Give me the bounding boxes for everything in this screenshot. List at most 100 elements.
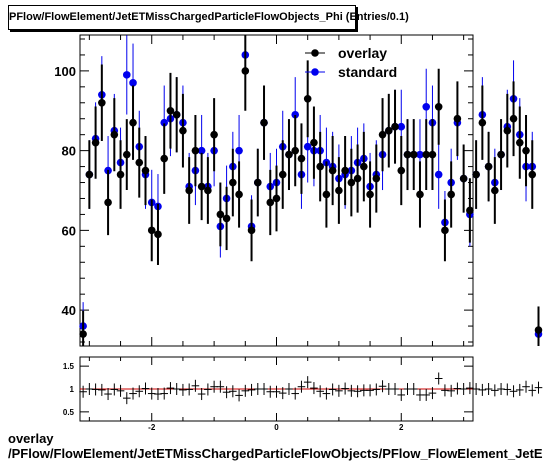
overlay-point	[122, 150, 131, 159]
standard-point	[235, 146, 243, 155]
overlay-point	[204, 186, 212, 195]
legend-overlay-label: overlay	[338, 45, 387, 61]
standard-point	[303, 142, 312, 151]
overlay-point	[328, 166, 337, 175]
overlay-point	[135, 158, 144, 167]
overlay-point	[191, 146, 200, 155]
overlay-point	[197, 182, 206, 191]
overlay-point	[459, 174, 468, 183]
ratio-x-tick-label: 2	[399, 423, 404, 432]
overlay-point	[478, 118, 487, 127]
overlay-point	[384, 126, 393, 135]
overlay-point	[341, 166, 349, 175]
standard-point	[122, 71, 131, 79]
overlay-point	[222, 214, 231, 223]
overlay-point	[378, 130, 387, 139]
overlay-point	[409, 150, 418, 159]
overlay-point	[310, 138, 318, 147]
standard-point	[197, 146, 206, 155]
overlay-point	[528, 170, 537, 179]
overlay-point	[397, 166, 406, 175]
standard-point	[416, 150, 424, 159]
overlay-point	[391, 122, 399, 131]
overlay-point	[316, 162, 324, 171]
legend-overlay-marker	[311, 49, 319, 57]
overlay-point	[472, 170, 480, 179]
overlay-point	[185, 186, 193, 195]
overlay-point	[366, 190, 374, 199]
legend-standard-marker	[311, 68, 319, 76]
ratio-y-tick-label: 1.5	[63, 362, 75, 371]
overlay-point	[428, 150, 437, 159]
ratio-x-tick-label: 0	[274, 423, 279, 432]
overlay-point	[509, 114, 518, 123]
overlay-point	[216, 210, 225, 219]
overlay-point	[247, 226, 256, 235]
overlay-point	[253, 178, 262, 187]
overlay-point	[110, 130, 119, 139]
overlay-point	[522, 146, 530, 155]
overlay-point	[453, 114, 462, 123]
y-tick-label: 100	[54, 64, 76, 79]
footer-path: /PFlow/FlowElement/JetETMissChargedParti…	[8, 446, 543, 461]
overlay-point	[179, 126, 187, 135]
main-data-marks	[79, 35, 543, 346]
overlay-point	[98, 98, 106, 107]
standard-point	[160, 118, 169, 127]
overlay-point	[422, 150, 431, 159]
overlay-point	[129, 118, 137, 127]
ratio-data-marks	[79, 372, 543, 405]
overlay-point	[116, 170, 125, 179]
overlay-point	[79, 330, 87, 338]
overlay-point	[303, 94, 312, 103]
overlay-point	[515, 138, 524, 147]
overlay-point	[484, 162, 493, 171]
overlay-point	[335, 186, 343, 195]
overlay-point	[534, 326, 543, 334]
overlay-point	[166, 106, 175, 115]
ratio-y-tick-label: 1	[70, 385, 75, 394]
overlay-point	[466, 206, 474, 215]
overlay-point	[278, 170, 287, 179]
main-axes: 40 60 80 100	[54, 35, 473, 346]
plot-title-box: PFlow/FlowElement/JetETMissChargedPartic…	[8, 5, 409, 30]
overlay-point	[160, 154, 169, 163]
plot-title: PFlow/FlowElement/JetETMissChargedPartic…	[9, 11, 409, 23]
overlay-point	[297, 154, 306, 163]
overlay-point	[416, 190, 424, 199]
overlay-point	[260, 118, 268, 127]
overlay-point	[434, 102, 443, 111]
overlay-point	[372, 174, 381, 183]
overlay-point	[85, 170, 94, 179]
y-tick-label: 60	[62, 223, 76, 238]
overlay-point	[353, 174, 362, 183]
standard-point	[291, 110, 300, 119]
standard-point	[397, 122, 406, 131]
overlay-point	[347, 178, 356, 187]
overlay-point	[91, 138, 100, 147]
standard-point	[434, 170, 443, 179]
ratio-y-tick-label: 0.5	[63, 408, 75, 417]
legend: overlay standard	[305, 45, 397, 80]
standard-point	[129, 79, 137, 87]
overlay-point	[210, 130, 218, 139]
overlay-point	[147, 226, 156, 235]
overlay-point	[447, 190, 455, 199]
y-tick-label: 40	[62, 303, 76, 318]
overlay-point	[491, 186, 499, 195]
footer-label: overlay	[8, 431, 54, 446]
overlay-point	[272, 194, 281, 203]
overlay-point	[104, 198, 112, 207]
overlay-point	[235, 190, 243, 199]
overlay-point	[172, 110, 181, 119]
standard-point	[422, 102, 431, 111]
overlay-point	[403, 150, 412, 159]
overlay-point	[291, 146, 300, 155]
overlay-point	[285, 150, 293, 159]
overlay-point	[441, 226, 449, 235]
overlay-point	[241, 67, 250, 75]
ratio-x-tick-label: -2	[148, 423, 156, 432]
overlay-point	[266, 198, 275, 207]
overlay-point	[503, 126, 512, 135]
